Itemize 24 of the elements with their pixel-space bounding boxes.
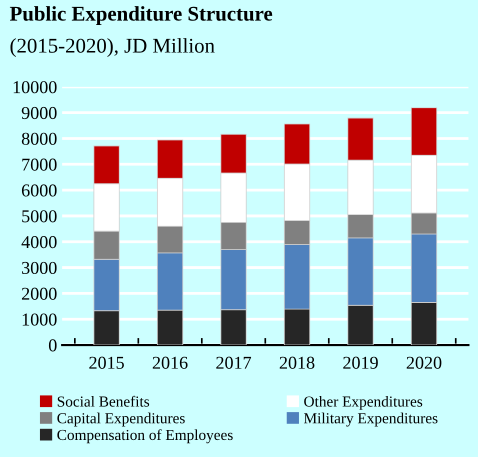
y-tick-label: 1000 <box>22 313 57 326</box>
y-tick-label: 2000 <box>22 288 57 300</box>
x-tick-label: 2015 <box>89 356 124 369</box>
x-tick-label: 2019 <box>343 356 378 369</box>
legend-label: Social Benefits <box>58 396 150 407</box>
x-tick-label: 2017 <box>216 356 252 369</box>
legend-label: Compensation of Employees <box>57 429 233 444</box>
y-tick-label: 7000 <box>22 158 57 171</box>
y-tick-label: 4000 <box>22 236 57 248</box>
y-tick-label: 6000 <box>22 184 57 197</box>
chart-title: Public Expenditure Structure <box>10 6 272 25</box>
legend-label: Capital Expenditures <box>57 412 185 427</box>
x-tick-label: 2018 <box>280 356 314 369</box>
legend-label: Other Expenditures <box>304 396 422 410</box>
x-tick-label: 2020 <box>406 356 442 369</box>
x-tick-label: 2016 <box>152 356 188 369</box>
y-tick-label: 9000 <box>22 106 57 120</box>
y-tick-label: 3000 <box>22 262 57 274</box>
legend-label: Military Expenditures <box>304 412 438 427</box>
chart-subtitle: (2015-2020), JD Million <box>10 38 215 57</box>
y-tick-label: 10000 <box>14 81 57 94</box>
y-tick-label: 5000 <box>22 210 57 222</box>
y-tick-label: 8000 <box>22 132 57 145</box>
y-tick-label: 0 <box>48 339 57 352</box>
